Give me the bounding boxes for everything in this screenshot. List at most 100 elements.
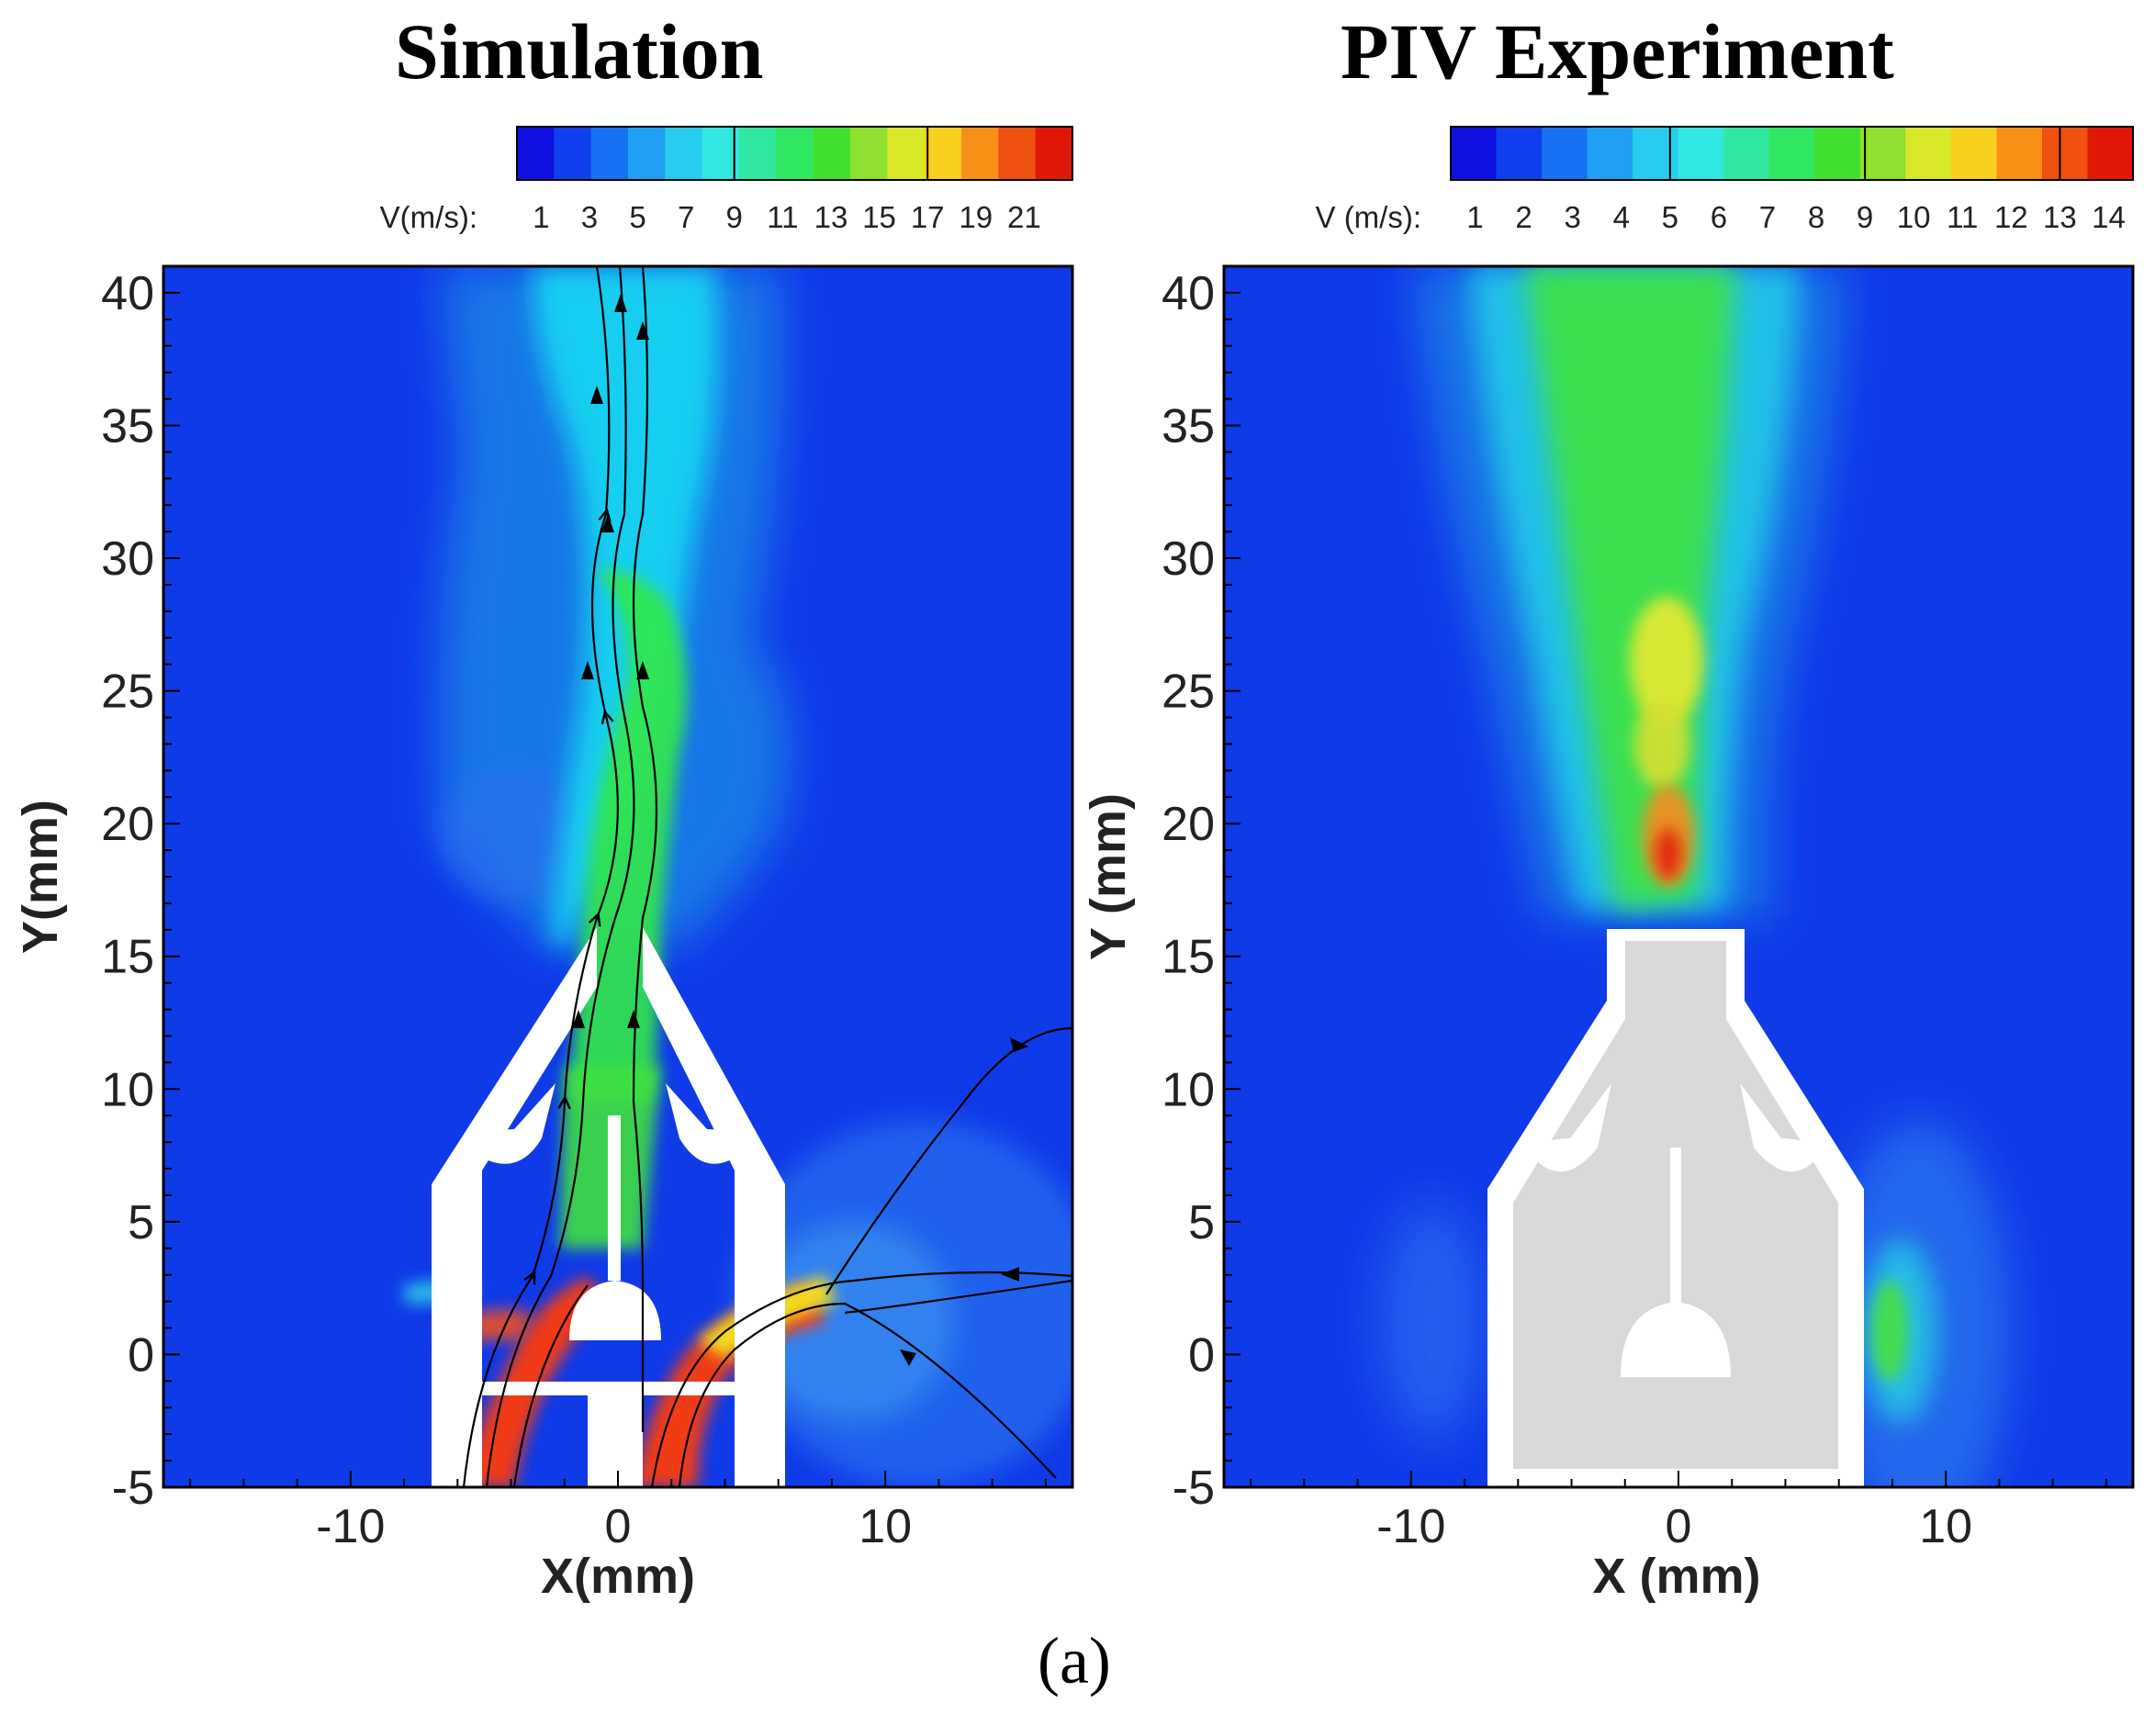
simulation-colorbar-tick-label: 19	[959, 200, 993, 234]
simulation-colorbar-segment	[517, 127, 555, 180]
piv-y-tick-label: 40	[1162, 267, 1215, 320]
piv-colorbar-segment	[1451, 127, 1498, 180]
simulation-colorbar-tick-label: 9	[726, 200, 743, 234]
piv-colorbar-segment	[1496, 127, 1543, 180]
simulation-axes: -5 0 5 10 15 20 25 30 35 40 -10 0 10	[101, 265, 1047, 1553]
piv-y-tick-label: 5	[1188, 1196, 1215, 1249]
simulation-plot-area	[162, 264, 1074, 1489]
simulation-colorbar-tick-label: 11	[767, 200, 798, 234]
piv-colorbar-tick-label: 4	[1613, 200, 1630, 234]
piv-colorbar-segment	[1814, 127, 1861, 180]
simulation-x-tick-label: -10	[316, 1500, 385, 1553]
piv-colorbar-segment	[1633, 127, 1679, 180]
piv-colorbar-tick-label: 7	[1759, 200, 1776, 234]
simulation-colorbar-segment	[739, 127, 777, 180]
simulation-y-tick-label: 10	[101, 1063, 154, 1116]
simulation-colorbar-segment	[998, 127, 1037, 180]
piv-colorbar-frame	[1450, 126, 2134, 181]
piv-colorbar-tick-label: 3	[1564, 200, 1580, 234]
piv-colorbar-tick-label: 8	[1808, 200, 1824, 234]
simulation-colorbar-segment	[665, 127, 703, 180]
simulation-y-tick-label: 25	[101, 666, 154, 719]
piv-colorbar-segment	[1723, 127, 1770, 180]
simulation-y-tick-label: 35	[101, 399, 154, 453]
simulation-colorbar-segment	[924, 127, 962, 180]
piv-colorbar-tick-label: 6	[1711, 200, 1727, 234]
simulation-streamline-arrows	[572, 294, 1028, 1366]
simulation-colorbar-segment	[776, 127, 814, 180]
simulation-y-axis-title: Y(mm)	[13, 800, 68, 954]
piv-title: PIV Experiment	[1341, 7, 1894, 95]
piv-colorbar: 1 2 3 4 5 6 7 8 9 10 11 12 13 14	[1450, 126, 2134, 234]
piv-y-tick-label: 20	[1162, 798, 1215, 851]
simulation-y-tick-label: 5	[128, 1196, 154, 1249]
simulation-x-axis-title: X(mm)	[541, 1549, 695, 1604]
piv-colorbar-segment	[1542, 127, 1588, 180]
piv-y-tick-label: 35	[1162, 399, 1215, 453]
piv-colorbar-tick-label: 9	[1857, 200, 1873, 234]
piv-colorbar-segment	[2087, 127, 2134, 180]
figure-caption: (a)	[1038, 1624, 1111, 1697]
piv-colorbar-tick-label: 1	[1466, 200, 1483, 234]
simulation-y-tick-label: 15	[101, 931, 154, 984]
simulation-colorbar-tick-label: 5	[629, 200, 645, 234]
piv-nozzle-geometry	[1487, 929, 1864, 1487]
piv-y-tick-label: 15	[1162, 931, 1215, 984]
simulation-colorbar-segment	[590, 127, 629, 180]
piv-colorbar-segment	[2041, 127, 2089, 180]
simulation-colorbar-tick-label: 1	[533, 200, 549, 234]
simulation-colorbar-frame	[516, 126, 1073, 181]
piv-y-tick-label: -5	[1173, 1462, 1215, 1515]
piv-colorbar-tick-label: 10	[1897, 200, 1931, 234]
piv-x-axis-title: X (mm)	[1592, 1549, 1760, 1604]
simulation-colorbar-segment	[628, 127, 666, 180]
simulation-y-tick-label: 0	[128, 1328, 154, 1382]
simulation-x-tick-label: 10	[859, 1500, 912, 1553]
piv-x-tick-label: 0	[1666, 1500, 1692, 1553]
simulation-colorbar-tick-label: 3	[581, 200, 598, 234]
piv-x-tick-label: -10	[1376, 1500, 1445, 1553]
piv-y-tick-label: 10	[1162, 1063, 1215, 1116]
simulation-colorbar-tick-label: 15	[862, 200, 896, 234]
simulation-colorbar-segment	[554, 127, 592, 180]
simulation-y-tick-label: 30	[101, 532, 154, 586]
simulation-colorbar-segment	[1035, 127, 1073, 180]
simulation-colorbar: 1 3 5 7 9 11 13 15 17 19 21	[516, 126, 1073, 234]
piv-y-tick-label: 0	[1188, 1328, 1215, 1382]
simulation-x-tick-label: 0	[605, 1500, 632, 1553]
piv-y-tick-label: 30	[1162, 532, 1215, 586]
piv-colorbar-label: V (m/s):	[1316, 200, 1421, 234]
piv-velocity-field	[1377, 266, 2011, 1487]
piv-colorbar-tick-label: 11	[1947, 200, 1978, 234]
piv-x-tick-label: 10	[1919, 1500, 1972, 1553]
simulation-colorbar-segment	[961, 127, 999, 180]
piv-colorbar-segment	[1768, 127, 1815, 180]
piv-colorbar-tick-label: 13	[2043, 200, 2077, 234]
piv-y-tick-label: 25	[1162, 666, 1215, 719]
piv-colorbar-segment	[1587, 127, 1633, 180]
simulation-colorbar-segment	[887, 127, 926, 180]
simulation-y-tick-label: -5	[112, 1462, 154, 1515]
simulation-colorbar-tick-label: 13	[814, 200, 848, 234]
piv-colorbar-tick-label: 14	[2092, 200, 2126, 234]
simulation-streamlines	[462, 265, 1073, 1488]
simulation-colorbar-tick-label: 7	[678, 200, 694, 234]
simulation-y-tick-label: 40	[101, 267, 154, 320]
piv-axes: -5 0 5 10 15 20 25 30 35 40 -10 0 10	[1162, 265, 2107, 1553]
simulation-y-tick-label: 20	[101, 798, 154, 851]
piv-colorbar-segment	[1905, 127, 1952, 180]
simulation-colorbar-tick-label: 17	[911, 200, 945, 234]
piv-colorbar-tick-label: 2	[1515, 200, 1532, 234]
piv-plot-area	[1222, 264, 2135, 1489]
simulation-colorbar-tick-label: 21	[1007, 200, 1041, 234]
piv-colorbar-segment	[1678, 127, 1724, 180]
piv-colorbar-tick-label: 12	[1994, 200, 2028, 234]
piv-colorbar-segment	[1950, 127, 1997, 180]
piv-y-axis-title: Y (mm)	[1081, 793, 1136, 960]
simulation-colorbar-segment	[813, 127, 851, 180]
simulation-title: Simulation	[395, 7, 764, 95]
piv-colorbar-segment	[1996, 127, 2043, 180]
piv-colorbar-tick-label: 5	[1662, 200, 1678, 234]
simulation-colorbar-segment	[850, 127, 888, 180]
